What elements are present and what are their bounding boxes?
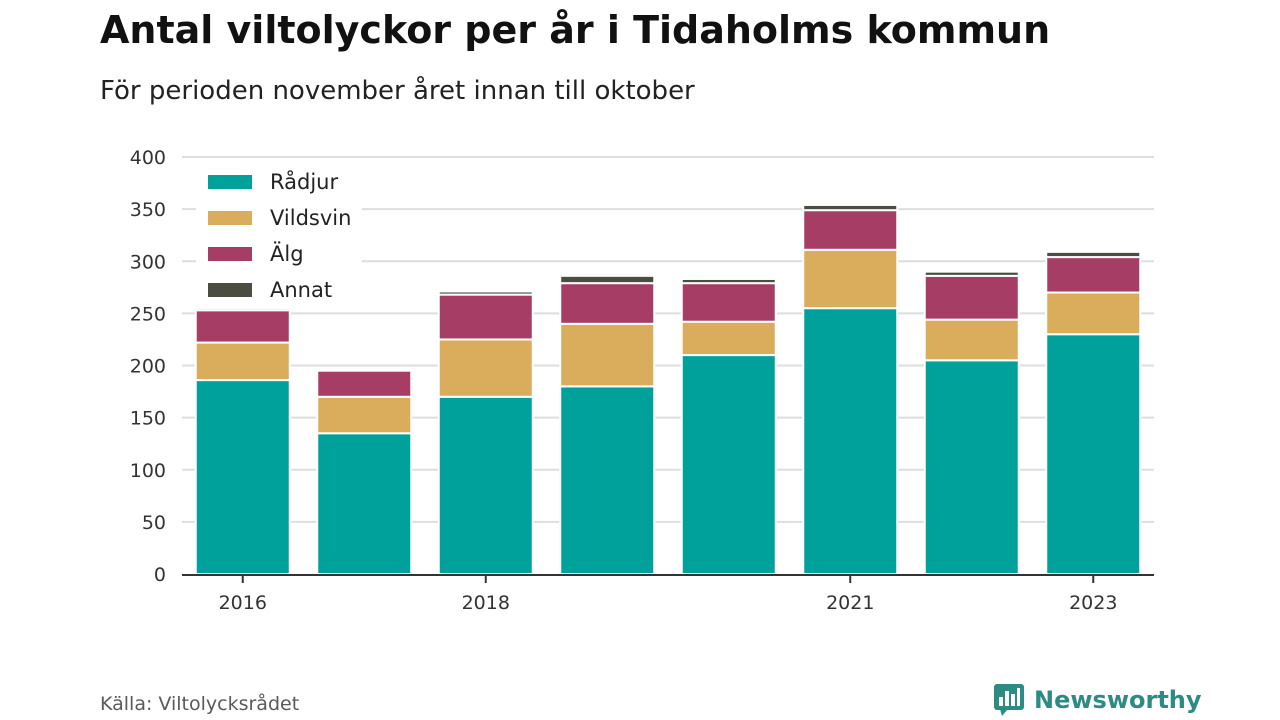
bar-segment (316, 395, 413, 435)
brand-name: Newsworthy (1034, 686, 1202, 714)
bar-segment (680, 354, 777, 576)
bar-segment (316, 369, 413, 398)
bar-segment (802, 209, 899, 251)
y-tick-label: 150 (130, 408, 166, 430)
y-tick-label: 0 (154, 564, 166, 586)
bar-segment (316, 432, 413, 576)
bar-segment (437, 293, 534, 341)
legend-swatch (208, 175, 252, 189)
bar-chart-speech-bubble-icon (994, 684, 1024, 716)
bar-segment (802, 203, 899, 212)
bar-segment (437, 338, 534, 398)
y-tick-label: 350 (130, 199, 166, 221)
x-tick-label: 2018 (462, 592, 510, 614)
legend: Rådjur Vildsvin Älg Annat (196, 163, 362, 303)
y-tick-label: 300 (130, 251, 166, 273)
chart-subtitle: För perioden november året innan till ok… (100, 76, 695, 106)
bar-segment (680, 320, 777, 357)
bar-segment (680, 282, 777, 323)
bar-segment (194, 341, 291, 382)
legend-swatch (208, 211, 252, 225)
bar-segment (802, 248, 899, 310)
y-tick-label: 200 (130, 356, 166, 378)
bar-segment (680, 277, 777, 285)
y-tick-label: 400 (130, 147, 166, 169)
x-tick-label: 2021 (826, 592, 874, 614)
bar-segment (559, 385, 656, 575)
bar-segment (923, 359, 1020, 575)
bar-segment (923, 318, 1020, 362)
legend-label: Älg (270, 241, 304, 266)
bar-segment (923, 270, 1020, 277)
bar-segment (559, 322, 656, 388)
legend-swatch (208, 247, 252, 261)
y-axis-ticks: 0 50 100 150 200 250 300 350 400 (130, 147, 166, 586)
source-note: Källa: Viltolycksrådet (100, 693, 300, 715)
y-tick-label: 250 (130, 303, 166, 325)
bar-segment (1045, 250, 1142, 259)
bar-segment (437, 395, 534, 575)
legend-label: Rådjur (270, 169, 338, 194)
y-tick-label: 100 (130, 460, 166, 482)
bar-segment (923, 274, 1020, 321)
bar-segment (559, 274, 656, 285)
legend-swatch (208, 283, 252, 297)
legend-label: Annat (270, 278, 332, 302)
bar-segment (1045, 291, 1142, 336)
bar-segment (802, 307, 899, 575)
legend-label: Vildsvin (270, 206, 351, 230)
bar-segment (194, 379, 291, 575)
x-tick-label: 2023 (1069, 592, 1117, 614)
bar-segment (194, 307, 291, 312)
brand-logo: Newsworthy (994, 684, 1202, 716)
bar-segment (1045, 256, 1142, 294)
bar-segment (1045, 333, 1142, 575)
x-tick-label: 2016 (219, 592, 267, 614)
bar-segment (437, 290, 534, 296)
chart-title: Antal viltolyckor per år i Tidaholms kom… (100, 8, 1051, 52)
bar-segment (194, 309, 291, 344)
y-tick-label: 50 (142, 512, 166, 534)
bar-segment (559, 282, 656, 325)
x-axis: 2016 2018 2021 2023 (182, 574, 1154, 614)
stacked-bar-chart: 0 50 100 150 200 250 300 350 400 2016 2018 2021 202… (130, 147, 1154, 614)
